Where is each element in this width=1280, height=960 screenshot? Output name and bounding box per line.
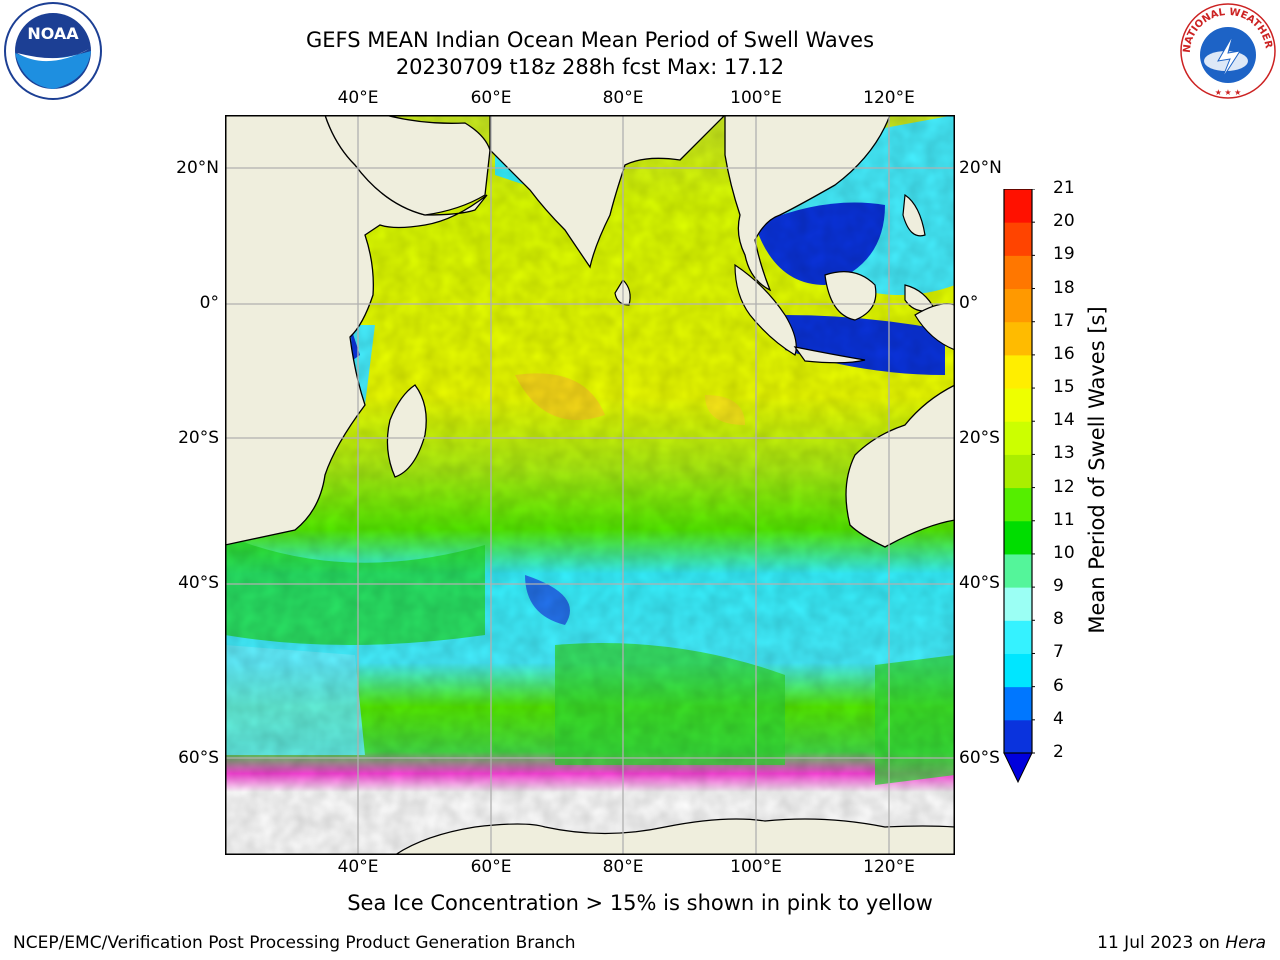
india-landmass [489,115,726,269]
colorbar-level-label: 18 [1053,277,1075,298]
colorbar-segment [1004,189,1032,223]
footer-machine: Hera [1225,933,1266,953]
map-title: GEFS MEAN Indian Ocean Mean Period of Sw… [305,28,875,52]
colorbar-level-label: 9 [1053,576,1064,597]
right-lat-label: 60°S [959,748,1000,768]
colorbar-level-label: 20 [1053,211,1075,232]
colorbar-under-extension [1003,752,1033,784]
colorbar-segment [1004,421,1032,455]
nws-logo: NATIONAL WEATHER SERVICE ★ ★ ★ [1178,1,1276,99]
left-lat-label: 60°S [178,748,219,768]
top-lon-label: 40°E [337,88,379,108]
left-lat-label: 40°S [178,573,219,593]
colorbar-level-label: 8 [1053,609,1064,630]
colorbar-frame [1003,189,1033,754]
colorbar-segment [1004,222,1032,256]
colorbar-segment [1004,587,1032,621]
colorbar-level-label: 16 [1053,343,1075,364]
colorbar-level-label: 2 [1053,742,1064,762]
colorbar-segment [1004,553,1032,588]
map-gridlines [225,115,955,855]
bottom-lon-label: 60°E [470,857,512,877]
map-frame [225,115,955,855]
colorbar-level-label: 12 [1053,476,1075,497]
madagascar [386,384,427,478]
antarctica-landmass [393,818,955,855]
colorbar-level-label: 21 [1053,178,1075,198]
bottom-lon-label: 80°E [602,857,644,877]
top-lon-label: 80°E [602,88,644,108]
bottom-lon-label: 40°E [337,857,379,877]
colorbar-segment [1004,454,1032,489]
arabia-landmass [324,115,491,216]
sea-ice-note: Sea Ice Concentration > 15% is shown in … [347,891,933,915]
bottom-lon-label: 120°E [863,857,915,877]
colorbar-segment [1004,719,1032,754]
colorbar-segment [1004,288,1032,323]
colorbar-segment [1004,686,1032,721]
colorbar-segment [1004,321,1032,356]
colorbar [1003,189,1035,784]
right-lat-label: 20°S [959,428,1000,448]
svg-text:★ ★ ★: ★ ★ ★ [1215,88,1242,97]
top-lon-label: 120°E [863,88,915,108]
colorbar-level-label: 6 [1053,675,1064,696]
noaa-logo: NOAA [4,2,102,100]
colorbar-level-label: 13 [1053,443,1075,464]
colorbar-segment [1004,255,1032,290]
colorbar-level-label: 10 [1053,542,1075,563]
colorbar-title: Mean Period of Swell Waves [s] [1085,306,1109,634]
left-lat-label: 20°N [176,158,219,178]
left-lat-label: 0° [199,293,219,313]
colorbar-segment [1004,487,1032,522]
bottom-lon-label: 100°E [730,857,782,877]
colorbar-level-label: 19 [1053,244,1075,265]
colorbar-segment [1004,653,1032,688]
indochina-landmass [724,115,891,292]
colorbar-level-label: 4 [1053,708,1064,729]
top-lon-label: 60°E [470,88,512,108]
footer-credit: NCEP/EMC/Verification Post Processing Pr… [13,933,576,953]
colorbar-segment [1004,354,1032,389]
right-lat-label: 0° [959,293,979,313]
right-lat-label: 20°N [959,158,1002,178]
map-panel [225,115,955,855]
colorbar-segment [1004,620,1032,654]
footer-date-text: 11 Jul 2023 on [1097,933,1226,953]
colorbar-level-label: 11 [1053,509,1075,530]
top-lon-label: 100°E [730,88,782,108]
colorbar-level-label: 17 [1053,310,1075,331]
footer-date: 11 Jul 2023 on Hera [1097,933,1266,953]
australia-landmass [845,384,955,548]
colorbar-level-label: 7 [1053,642,1064,663]
colorbar-segment [1004,520,1032,555]
left-lat-label: 20°S [178,428,219,448]
colorbar-level-label: 14 [1053,410,1075,431]
colorbar-level-label: 15 [1053,377,1075,398]
colorbar-segment [1004,388,1032,422]
noaa-logo-text: NOAA [27,24,79,43]
map-subtitle: 20230709 t18z 288h fcst Max: 17.12 [395,55,785,79]
right-lat-label: 40°S [959,573,1000,593]
